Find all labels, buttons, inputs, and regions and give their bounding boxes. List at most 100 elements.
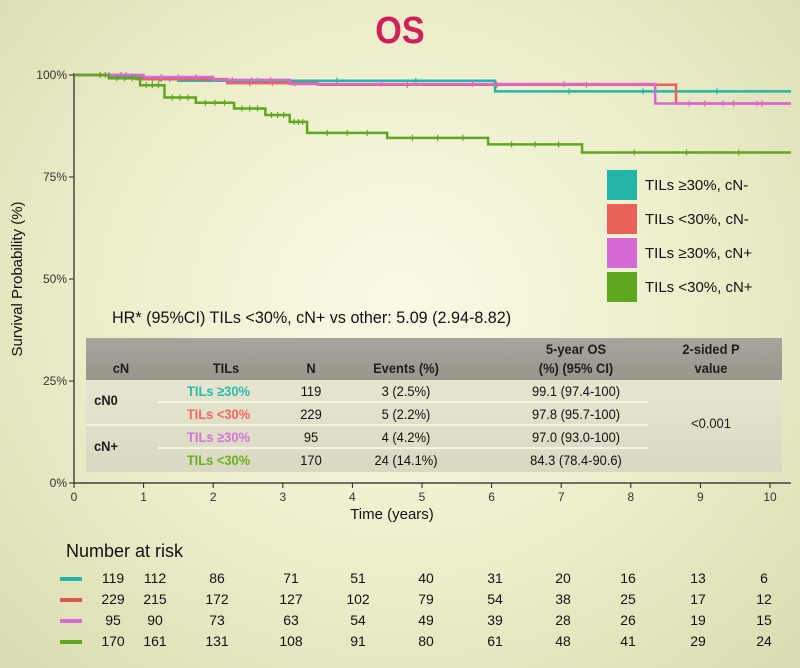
legend-label: TILs ≥30%, cN- (645, 176, 749, 194)
risk-count: 119 (101, 570, 125, 586)
group-cn0: cN0 (94, 392, 118, 408)
x-tick-label: 4 (349, 490, 356, 504)
tils-cell: TILs <30% (186, 452, 251, 468)
legend-swatch (607, 170, 637, 200)
risk-count: 49 (418, 612, 434, 628)
legend-label: TILs ≥30%, cN+ (645, 244, 753, 262)
chart-title: OS (375, 10, 425, 52)
risk-count: 54 (487, 591, 503, 607)
x-tick-label: 6 (488, 490, 495, 504)
events-cell: 4 (4.2%) (381, 429, 431, 445)
risk-count: 63 (283, 612, 299, 628)
header-cn: cN (112, 360, 130, 376)
risk-count: 54 (350, 612, 366, 628)
legend-swatch (607, 272, 637, 302)
risk-count: 13 (690, 570, 706, 586)
row-divider (158, 401, 648, 403)
risk-row-color (60, 640, 82, 644)
header-p-1: 2-sided P (682, 341, 740, 357)
header-events: Events (%) (373, 360, 439, 376)
y-tick-label: 100% (36, 68, 67, 82)
os-cell: 99.1 (97.4-100) (531, 383, 621, 399)
risk-count: 161 (143, 633, 167, 649)
events-cell: 3 (2.5%) (381, 383, 431, 399)
y-tick-label: 0% (50, 476, 68, 490)
risk-count: 91 (350, 633, 366, 649)
risk-count: 112 (143, 570, 167, 586)
risk-count: 73 (209, 612, 225, 628)
header-os-1: 5-year OS (545, 341, 607, 357)
risk-count: 38 (555, 591, 571, 607)
x-tick-label: 10 (763, 490, 777, 504)
risk-count: 95 (105, 612, 121, 628)
risk-count: 29 (690, 633, 706, 649)
tils-cell: TILs <30% (186, 406, 251, 422)
legend-item: TILs <30%, cN+ (607, 272, 753, 302)
risk-count: 79 (418, 591, 434, 607)
row-divider (86, 424, 648, 426)
y-tick-label: 25% (43, 374, 67, 388)
risk-count: 19 (690, 612, 706, 628)
header-p-2: value (694, 360, 728, 376)
risk-count: 41 (620, 633, 636, 649)
risk-count: 15 (756, 612, 772, 628)
x-tick-label: 7 (558, 490, 565, 504)
risk-count: 17 (690, 591, 706, 607)
risk-count: 25 (620, 591, 636, 607)
tils-cell: TILs ≥30% (187, 429, 250, 445)
tils-cell: TILs ≥30% (187, 383, 250, 399)
header-tils: TILs (212, 360, 240, 376)
legend-item: TILs <30%, cN- (607, 204, 749, 234)
x-axis-label: Time (years) (350, 506, 434, 523)
n-cell: 95 (303, 429, 319, 445)
y-axis-label: Survival Probability (%) (9, 201, 26, 356)
p-value: <0.001 (691, 415, 731, 431)
risk-count: 20 (555, 570, 571, 586)
os-cell: 97.0 (93.0-100) (531, 429, 621, 445)
legend-item: TILs ≥30%, cN- (607, 170, 748, 200)
risk-count: 16 (620, 570, 636, 586)
risk-count: 172 (205, 591, 229, 607)
risk-count: 40 (418, 570, 434, 586)
survival-curve-3 (74, 73, 791, 154)
legend-label: TILs <30%, cN+ (645, 278, 753, 296)
legend-item: TILs ≥30%, cN+ (607, 238, 752, 268)
y-tick-label: 50% (43, 272, 67, 286)
risk-row-color (60, 577, 82, 581)
x-tick-label: 5 (419, 490, 426, 504)
os-cell: 97.8 (95.7-100) (531, 406, 621, 422)
risk-count: 39 (487, 612, 503, 628)
risk-count: 31 (487, 570, 503, 586)
x-tick-label: 9 (697, 490, 704, 504)
risk-count: 108 (279, 633, 303, 649)
risk-count: 102 (346, 591, 370, 607)
risk-count: 90 (147, 612, 163, 628)
risk-count: 131 (205, 633, 229, 649)
n-cell: 170 (300, 452, 322, 468)
risk-row-color (60, 619, 82, 623)
risk-table-title: Number at risk (66, 541, 184, 561)
risk-count: 86 (209, 570, 225, 586)
x-tick-label: 1 (140, 490, 147, 504)
legend-label: TILs <30%, cN- (645, 210, 749, 228)
events-cell: 24 (14.1%) (374, 452, 438, 468)
risk-row-color (60, 598, 82, 602)
risk-count: 127 (279, 591, 303, 607)
summary-table: cN TILs N Events (%) 5-year OS (%) (95% … (86, 338, 782, 472)
risk-count: 12 (756, 591, 772, 607)
risk-count: 229 (101, 591, 125, 607)
risk-count: 170 (101, 633, 125, 649)
header-os-2: (%) (95% CI) (538, 360, 614, 376)
hazard-ratio-text: HR* (95%CI) TILs <30%, cN+ vs other: 5.0… (112, 308, 512, 327)
risk-count: 80 (418, 633, 434, 649)
risk-count: 24 (756, 633, 772, 649)
table-header: cN TILs N Events (%) 5-year OS (%) (95% … (86, 338, 782, 380)
risk-count: 61 (487, 633, 503, 649)
header-n: N (306, 360, 316, 376)
legend-swatch (607, 238, 637, 268)
n-cell: 229 (300, 406, 322, 422)
x-tick-label: 2 (210, 490, 217, 504)
legend-swatch (607, 204, 637, 234)
table-body: cN0 cN+ <0.001 TILs ≥30% 119 3 (2.5%) 99.1 … (86, 380, 782, 472)
